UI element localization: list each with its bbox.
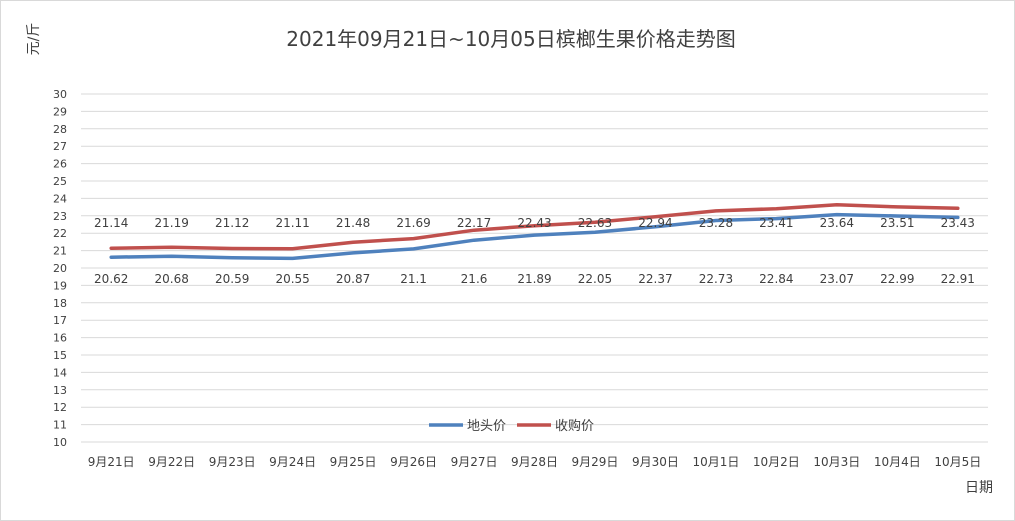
x-tick-label: 9月23日 (209, 455, 256, 469)
data-label: 23.41 (759, 216, 793, 230)
data-label: 23.51 (880, 216, 914, 230)
y-tick-label: 21 (53, 245, 67, 258)
y-tick-label: 29 (53, 105, 67, 118)
series-lines (109, 202, 960, 261)
data-label: 22.91 (941, 272, 975, 286)
y-tick-label: 10 (53, 436, 67, 449)
legend-label: 收购价 (555, 418, 594, 434)
data-label: 22.94 (638, 216, 672, 230)
x-tick-label: 10月2日 (753, 455, 800, 469)
x-tick-label: 9月30日 (632, 455, 679, 469)
y-tick-label: 20 (53, 262, 67, 275)
data-label: 21.69 (396, 216, 430, 230)
data-label: 22.17 (457, 216, 491, 230)
x-axis-ticks: 9月21日 9月22日 9月23日 9月24日 9月25日 9月26日 9月27日 9月28日… (88, 455, 981, 469)
legend-label: 地头价 (467, 419, 506, 434)
data-label: 23.28 (699, 216, 733, 230)
data-label: 21.11 (275, 216, 309, 230)
y-axis-unit-label: 元/斤 (26, 23, 42, 56)
data-label: 22.05 (578, 272, 612, 286)
x-tick-label: 10月4日 (874, 455, 921, 469)
x-tick-label: 10月5日 (934, 455, 981, 469)
data-label: 21.6 (461, 272, 488, 286)
x-tick-label: 9月27日 (451, 455, 498, 469)
data-label: 21.89 (517, 272, 551, 286)
data-label: 20.55 (275, 272, 309, 286)
data-label: 20.62 (94, 272, 128, 286)
y-tick-label: 16 (53, 332, 67, 345)
data-label: 23.07 (820, 272, 854, 286)
x-tick-label: 9月25日 (330, 455, 377, 469)
y-tick-label: 22 (53, 227, 67, 240)
data-label: 22.37 (638, 272, 672, 286)
y-tick-label: 28 (53, 123, 67, 136)
x-tick-label: 10月1日 (692, 455, 739, 469)
data-label: 20.68 (155, 272, 189, 286)
data-label: 22.73 (699, 272, 733, 286)
y-tick-label: 18 (53, 297, 67, 310)
x-tick-label: 9月24日 (269, 455, 316, 469)
data-label: 20.59 (215, 272, 249, 286)
x-tick-label: 9月22日 (148, 455, 195, 469)
y-tick-label: 26 (53, 158, 67, 171)
data-label: 21.12 (215, 216, 249, 230)
x-tick-label: 9月26日 (390, 455, 437, 469)
y-tick-label: 25 (53, 175, 67, 188)
data-label: 22.63 (578, 216, 612, 230)
y-tick-label: 19 (53, 279, 67, 292)
data-label: 21.48 (336, 216, 370, 230)
y-tick-label: 13 (53, 384, 67, 397)
y-tick-label: 23 (53, 210, 67, 223)
x-tick-label: 9月29日 (572, 455, 619, 469)
data-label: 22.43 (517, 216, 551, 230)
gridlines (81, 93, 988, 443)
data-label: 21.14 (94, 216, 128, 230)
legend: 地头价 收购价 (429, 418, 594, 434)
x-tick-label: 10月3日 (813, 455, 860, 469)
y-tick-label: 30 (53, 88, 67, 101)
data-label: 22.84 (759, 272, 793, 286)
y-tick-label: 24 (53, 192, 67, 205)
data-labels: 20.62 20.68 20.59 20.55 20.87 21.1 21.6 21.89 22… (94, 216, 975, 286)
y-tick-label: 17 (53, 314, 67, 327)
x-tick-label: 9月21日 (88, 455, 135, 469)
chart-title: 2021年09月21日~10月05日槟榔生果价格走势图 (286, 27, 735, 51)
data-label: 20.87 (336, 272, 370, 286)
y-tick-label: 15 (53, 349, 67, 362)
y-tick-label: 14 (53, 366, 67, 379)
data-label: 23.64 (820, 216, 854, 230)
data-label: 23.43 (941, 216, 975, 230)
data-label: 21.1 (400, 272, 427, 286)
x-axis-title: 日期 (965, 480, 993, 496)
y-tick-label: 27 (53, 140, 67, 153)
y-axis-ticks: 10 11 12 13 14 15 16 17 18 19 20 21 22 23 24 25 26 27 28 29… (53, 88, 67, 449)
data-label: 21.19 (155, 216, 189, 230)
data-label: 22.99 (880, 272, 914, 286)
series-line-1 (109, 202, 960, 251)
y-tick-label: 12 (53, 401, 67, 414)
y-tick-label: 11 (53, 419, 67, 432)
series-line-0 (109, 212, 960, 261)
x-tick-label: 9月28日 (511, 455, 558, 469)
